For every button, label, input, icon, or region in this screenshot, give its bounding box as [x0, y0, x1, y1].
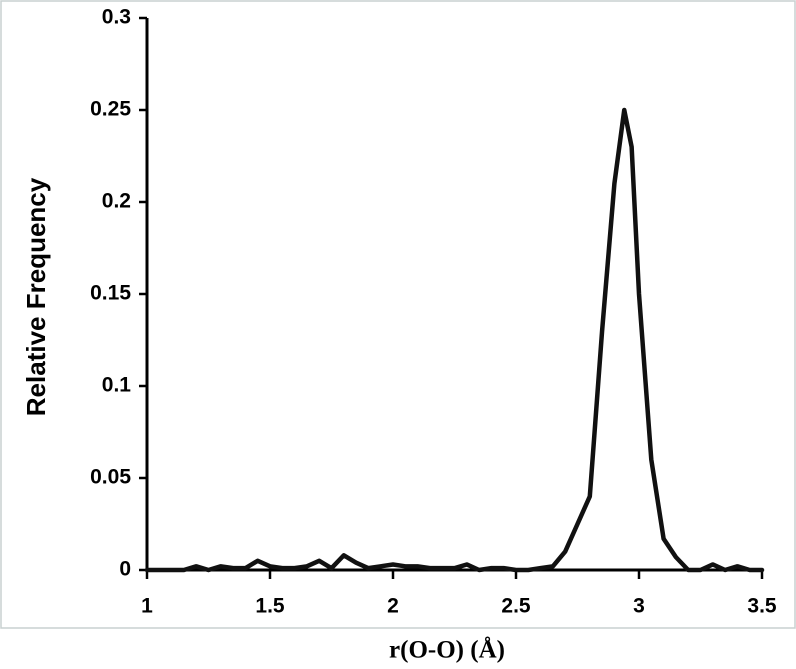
y-tick-label: 0.25 — [90, 98, 131, 121]
chart-frame — [0, 0, 796, 629]
y-tick-label: 0.05 — [90, 466, 131, 489]
y-tick-label: 0 — [119, 558, 131, 581]
x-tick-label: 2 — [387, 595, 399, 618]
x-tick-label: 3.5 — [747, 595, 777, 618]
x-tick-label: 3 — [633, 595, 645, 618]
data-line — [144, 107, 765, 573]
x-tick-label: 2.5 — [501, 595, 531, 618]
y-axis-label: Relative Frequency — [21, 177, 51, 416]
y-tick-label: 0.1 — [102, 374, 132, 397]
x-tick-label: 1 — [141, 595, 153, 618]
y-tick-label: 0.15 — [90, 282, 131, 305]
x-tick-label: 1.5 — [255, 595, 285, 618]
y-tick-label: 0.3 — [102, 6, 131, 29]
x-axis-label: r(O-O) (Å) — [389, 636, 505, 664]
y-tick-label: 0.2 — [102, 190, 131, 213]
